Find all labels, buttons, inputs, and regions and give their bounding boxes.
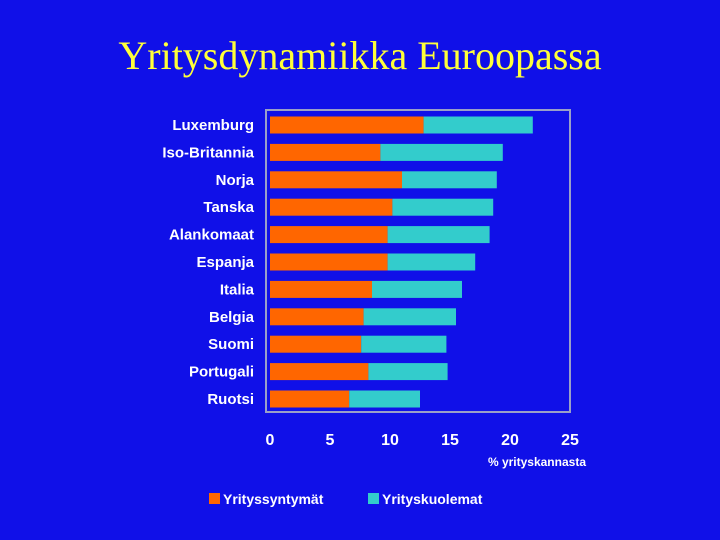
bar-deaths-ruotsi — [349, 390, 420, 408]
category-label: Norja — [216, 172, 255, 189]
x-tick-label: 20 — [501, 432, 519, 449]
x-tick-labels: 0 5 10 15 20 25 — [266, 432, 579, 449]
legend-label-births: Yrityssyntymät — [223, 491, 324, 507]
category-label: Luxemburg — [172, 117, 254, 134]
bar-deaths-alankomaat — [387, 226, 490, 244]
category-label: Tanska — [203, 199, 254, 216]
bar-births-norja — [270, 171, 402, 189]
bar-deaths-iso-britannia — [380, 143, 503, 161]
bar-births-belgia — [270, 308, 364, 326]
category-labels: Luxemburg Iso-Britannia Norja Tanska Alankom… — [162, 117, 254, 408]
legend: Yrityssyntymät Yrityskuolemat — [209, 491, 483, 507]
x-tick-label: 25 — [561, 432, 579, 449]
plot-area — [265, 109, 571, 413]
legend-swatch-births — [209, 493, 220, 504]
bar-births-italia — [270, 280, 372, 298]
bar-deaths-norja — [402, 171, 497, 189]
category-label: Alankomaat — [169, 227, 254, 244]
category-label: Ruotsi — [207, 391, 254, 408]
bar-deaths-portugali — [368, 363, 448, 381]
category-label: Suomi — [208, 336, 254, 353]
bar-deaths-espanja — [387, 253, 476, 271]
bar-births-iso-britannia — [270, 143, 381, 161]
bar-births-portugali — [270, 363, 369, 381]
bar-births-suomi — [270, 335, 362, 353]
bar-deaths-italia — [372, 280, 462, 298]
slide-title: Yritysdynamiikka Euroopassa — [118, 33, 602, 78]
category-label: Iso-Britannia — [162, 144, 254, 161]
category-label: Portugali — [189, 364, 254, 381]
bar-births-espanja — [270, 253, 388, 271]
bar-births-alankomaat — [270, 226, 388, 244]
x-axis-title: % yrityskannasta — [488, 455, 586, 469]
x-tick-label: 0 — [266, 432, 275, 449]
bars-group — [270, 116, 533, 408]
bar-births-ruotsi — [270, 390, 350, 408]
bar-deaths-suomi — [361, 335, 447, 353]
x-tick-label: 5 — [326, 432, 335, 449]
category-label: Italia — [220, 281, 255, 298]
bar-deaths-belgia — [363, 308, 456, 326]
category-label: Espanja — [196, 254, 254, 271]
category-label: Belgia — [209, 309, 255, 326]
legend-swatch-deaths — [368, 493, 379, 504]
legend-label-deaths: Yrityskuolemat — [382, 491, 483, 507]
bar-births-tanska — [270, 198, 393, 216]
bar-deaths-tanska — [392, 198, 494, 216]
bar-births-luxemburg — [270, 116, 424, 134]
x-tick-label: 10 — [381, 432, 399, 449]
bar-deaths-luxemburg — [423, 116, 533, 134]
x-tick-label: 15 — [441, 432, 459, 449]
